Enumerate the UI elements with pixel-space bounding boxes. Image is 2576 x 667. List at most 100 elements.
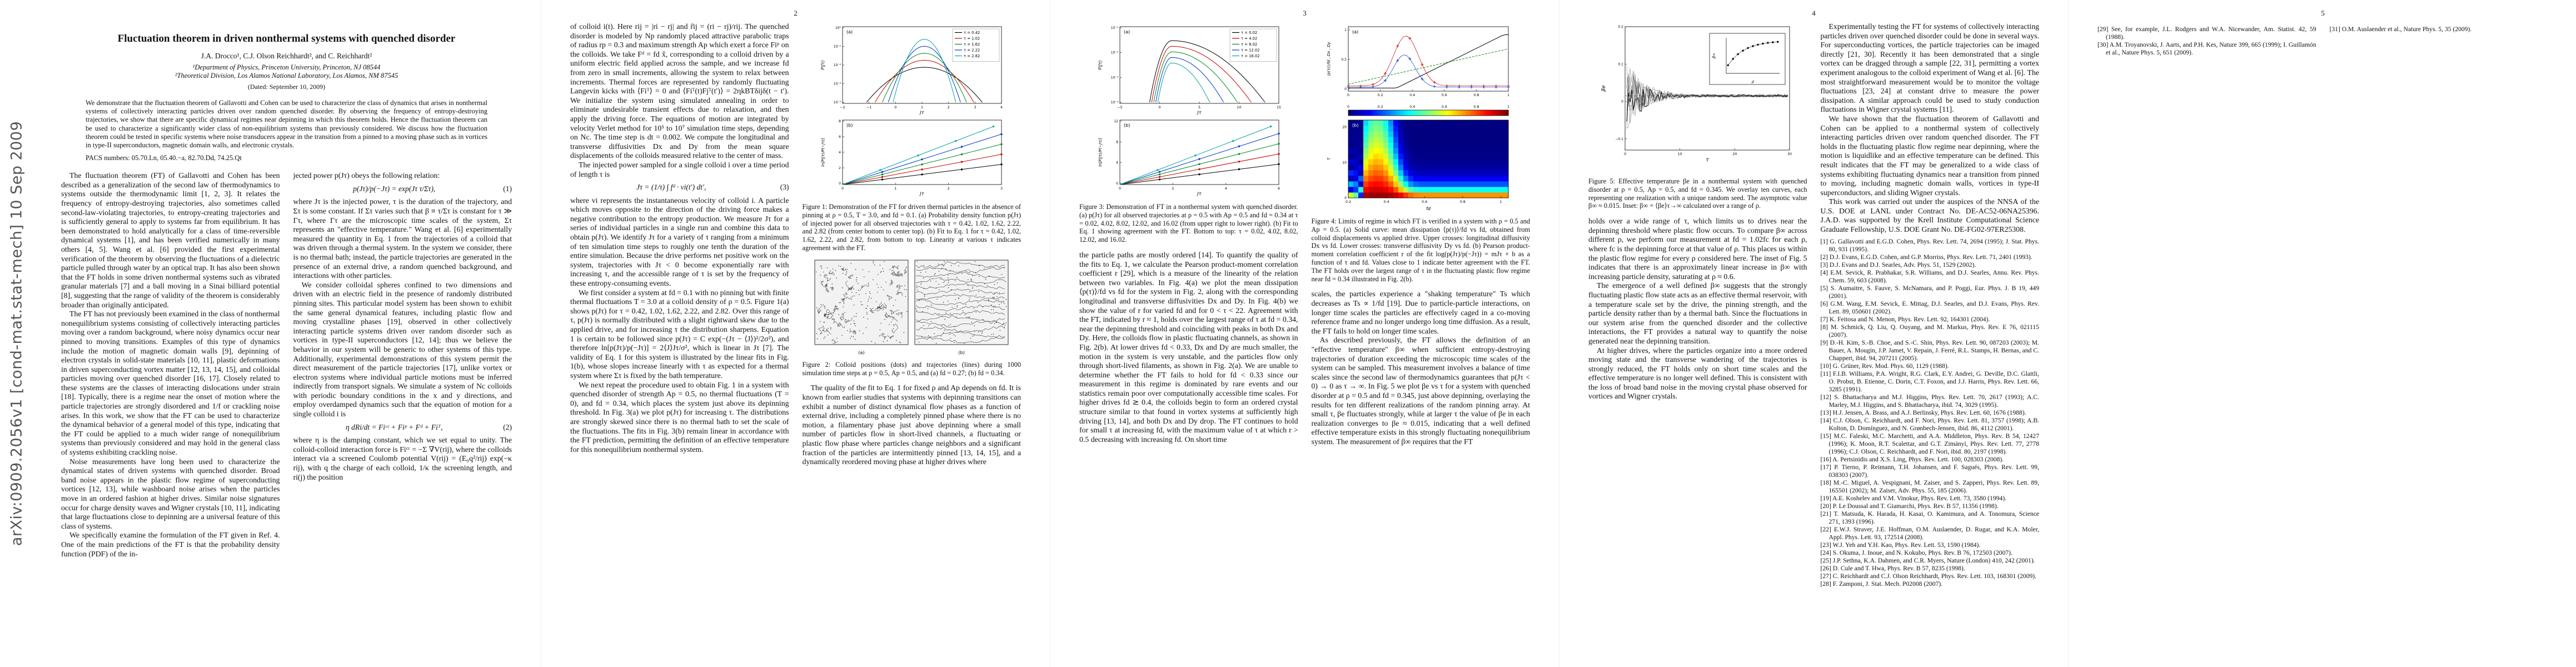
figure-3: τ = 0.02 τ = 4.02 τ = 8.02 τ = 12.02 τ = 16.… [1079,22,1298,244]
reference-item: [10] G. Grüner, Rev. Mod. Phys. 60, 1129… [1820,362,1949,370]
page3-right-column: 0 0.2 0.4 0.6 0.8 1 0 0.5 1 ⟨p(τ)⟩/fd , Dx , Dy (a… [1311,22,1531,446]
page5-right-column: [31] O.M. Auslaender et al., Nature Phys… [2330,22,2549,57]
svg-text:fd: fd [1426,206,1431,211]
svg-text:1: 1 [1507,105,1509,109]
equation-1-body: p(Jτ)/p(−Jτ) = exp(Jτ τ/Στ), [353,184,436,193]
svg-text:2: 2 [948,106,950,109]
svg-text:5: 5 [1198,106,1200,109]
paragraph: We specifically examine the formulation … [61,531,280,558]
svg-text:0.2: 0.2 [1378,105,1383,109]
equation-2-body: η dRi/dt = Fiᶜᶜ + Fiᵖ + Fᵈ + Fiᵀ, [346,422,443,431]
svg-text:4: 4 [1000,106,1003,109]
reference-item: [27] C. Reichhardt and C.J. Olson Reichh… [1820,572,2037,580]
reference-item: [31] O.M. Auslaender et al., Nature Phys… [2329,26,2472,33]
figure-1-caption: Figure 1: Demonstration of the FT for dr… [802,203,1022,252]
svg-text:0.8: 0.8 [1474,93,1479,97]
reference-item: [8] M. Schmick, Q. Liu, Q. Ouyang, and M… [1820,323,2040,339]
svg-text:(b): (b) [1352,123,1358,128]
svg-text:Jτ: Jτ [919,110,924,115]
svg-text:0: 0 [1621,100,1623,104]
arxiv-watermark-strip: arXiv:0909.2056v1 [cond-mat.stat-mech] 1… [0,0,32,667]
svg-text:0: 0 [841,187,844,191]
references-list-continued: [29] See, for example, J.L. Rodgers and … [2097,26,2316,57]
references-list: [1] G. Gallavotti and E.G.D. Cohen, Phys… [1821,238,2040,588]
svg-text:0.2: 0.2 [1378,93,1383,97]
paragraph: This work was carried out under the ausp… [1820,197,2040,234]
equation-1: p(Jτ)/p(−Jτ) = exp(Jτ τ/Στ), (1) [293,185,512,194]
reference-item: [6] G.M. Wang, E.M. Sevick, E. Mittag, D… [1820,300,2040,315]
references-list-continued: [31] O.M. Auslaender et al., Nature Phys… [2330,26,2549,33]
paragraph: We consider colloidal spheres confined t… [293,280,512,419]
page5-left-column: [29] See, for example, J.L. Rodgers and … [2097,22,2316,57]
svg-text:ρ: ρ [1752,79,1755,84]
reference-item: [13] H.J. Jensen, A. Brass, and A.J. Ber… [1820,409,2026,416]
reference-item: [12] S. Bhattacharya and M.J. Higgins, P… [1820,393,2040,409]
paper-title: Fluctuation theorem in driven nonthermal… [117,33,456,44]
reference-item: [29] See, for example, J.L. Rodgers and … [2097,26,2316,41]
svg-text:ln[P(Jτ)/P(−Jτ)]: ln[P(Jτ)/P(−Jτ)] [1098,138,1103,167]
reference-item: [22] E.W.J. Straver, J.E. Hoffman, O.M. … [1820,525,2040,541]
page3-left-column: τ = 0.02 τ = 4.02 τ = 8.02 τ = 12.02 τ = 16.… [1079,22,1298,446]
reference-item: [11] F.I.B. Williams, P.A. Wright, R.G. … [1820,370,2040,393]
svg-text:4: 4 [1116,161,1118,165]
paragraph: The fluctuation theorem (FT) of Gallavot… [61,171,280,309]
svg-text:0.5: 0.5 [1342,58,1347,62]
page2-right-column: τ = 0.42 τ = 1.02 τ = 1.62 τ = 2.22 τ = 2.82… [803,22,1022,467]
page2-left-column: of colloid i(t). Here rij = |ri − rj| an… [570,22,789,467]
svg-text:2: 2 [948,187,950,191]
svg-text:6: 6 [1278,187,1280,191]
page-2: 2 of colloid i(t). Here rij = |ri − rj| … [541,0,1050,667]
page-5: 5 [29] See, for example, J.L. Rodgers an… [2068,0,2576,667]
reference-item: [23] W.J. Yeh and Y.H. Kao, Phys. Rev. L… [1820,541,1981,549]
svg-text:20: 20 [1343,126,1347,130]
figure-4-plot: 0 0.2 0.4 0.6 0.8 1 0 0.5 1 ⟨p(τ)⟩/fd , Dx , Dy (a… [1312,22,1531,213]
svg-text:0: 0 [1119,187,1121,191]
svg-text:10⁻¹: 10⁻¹ [834,45,841,49]
paragraph: the particle paths are mostly ordered [1… [1079,250,1298,444]
svg-text:4: 4 [1224,187,1227,191]
svg-text:10⁻⁴: 10⁻⁴ [1111,101,1119,104]
page-4: 4 0 10 20 30 −0.1 0 0.1 0.2 τ βe ρ β∞ Figure 5: Eff… [1559,0,2068,667]
svg-text:0.6: 0.6 [1442,105,1447,109]
page-number: 3 [1303,9,1307,17]
paragraph: We next repeat the procedure used to obt… [570,380,789,454]
svg-text:0.6: 0.6 [1442,93,1447,97]
svg-text:12: 12 [1114,120,1118,123]
pacs-line: PACS numbers: 05.70.Ln, 05.40.−a, 82.70.… [86,154,242,162]
reference-item: [24] S. Okuma, J. Inoue, and N. Kokubo, … [1820,549,2012,556]
figure-4-caption: Figure 4: Limits of regime in which FT i… [1311,217,1531,283]
paragraph: jected power p(Jτ) obeys the following r… [293,171,440,180]
svg-text:(b): (b) [846,123,853,128]
svg-text:β∞: β∞ [1712,53,1716,58]
svg-text:0.8: 0.8 [1460,200,1466,204]
reference-item: [16] A. Pertsinidis and X.S. Ling, Phys.… [1820,455,2004,463]
affiliation-2: ²Theoretical Division, Los Alamos Nation… [175,72,398,79]
svg-text:0.6: 0.6 [1422,200,1427,204]
svg-text:τ = 1.02: τ = 1.02 [964,37,980,41]
reference-item: [7] K. Feitosa and N. Menon, Phys. Rev. … [1820,315,1990,323]
page-number: 2 [794,9,798,17]
figure-5: 0 10 20 30 −0.1 0 0.1 0.2 τ βe ρ β∞ Figure 5: Effec… [1588,22,1807,210]
svg-text:−1: −1 [866,106,871,109]
page-1: Fluctuation theorem in driven nonthermal… [32,0,541,667]
reference-item: [5] S. Aumaitre, S. Fauve, S. McNamara, … [1820,284,2040,300]
svg-text:Jτ: Jτ [1196,191,1201,196]
svg-text:10⁰: 10⁰ [835,26,841,30]
svg-text:1: 1 [1500,200,1502,204]
svg-text:1: 1 [1507,93,1509,97]
page1-left-column: The fluctuation theorem (FT) of Gallavot… [61,171,280,559]
svg-text:Jτ: Jτ [919,191,924,196]
svg-text:τ = 8.02: τ = 8.02 [1241,42,1257,47]
page4-left-column: 0 10 20 30 −0.1 0 0.1 0.2 τ βe ρ β∞ Figure 5: Effec… [1588,22,1807,588]
paragraph: As described previously, the FT allows t… [1311,336,1531,446]
svg-text:0: 0 [839,182,841,186]
svg-text:(a): (a) [1352,29,1358,34]
svg-text:0: 0 [1344,87,1347,91]
paragraph: where η is the damping constant, which w… [293,436,512,481]
svg-text:10: 10 [1677,152,1682,156]
equation-2-number: (2) [503,422,512,431]
svg-text:10⁻²: 10⁻² [834,63,841,67]
svg-text:10⁻⁴: 10⁻⁴ [834,101,841,104]
figure-2: (a) (b) Figure 2: Colloid positions (dots… [803,259,1021,377]
svg-text:(a): (a) [1124,29,1130,34]
